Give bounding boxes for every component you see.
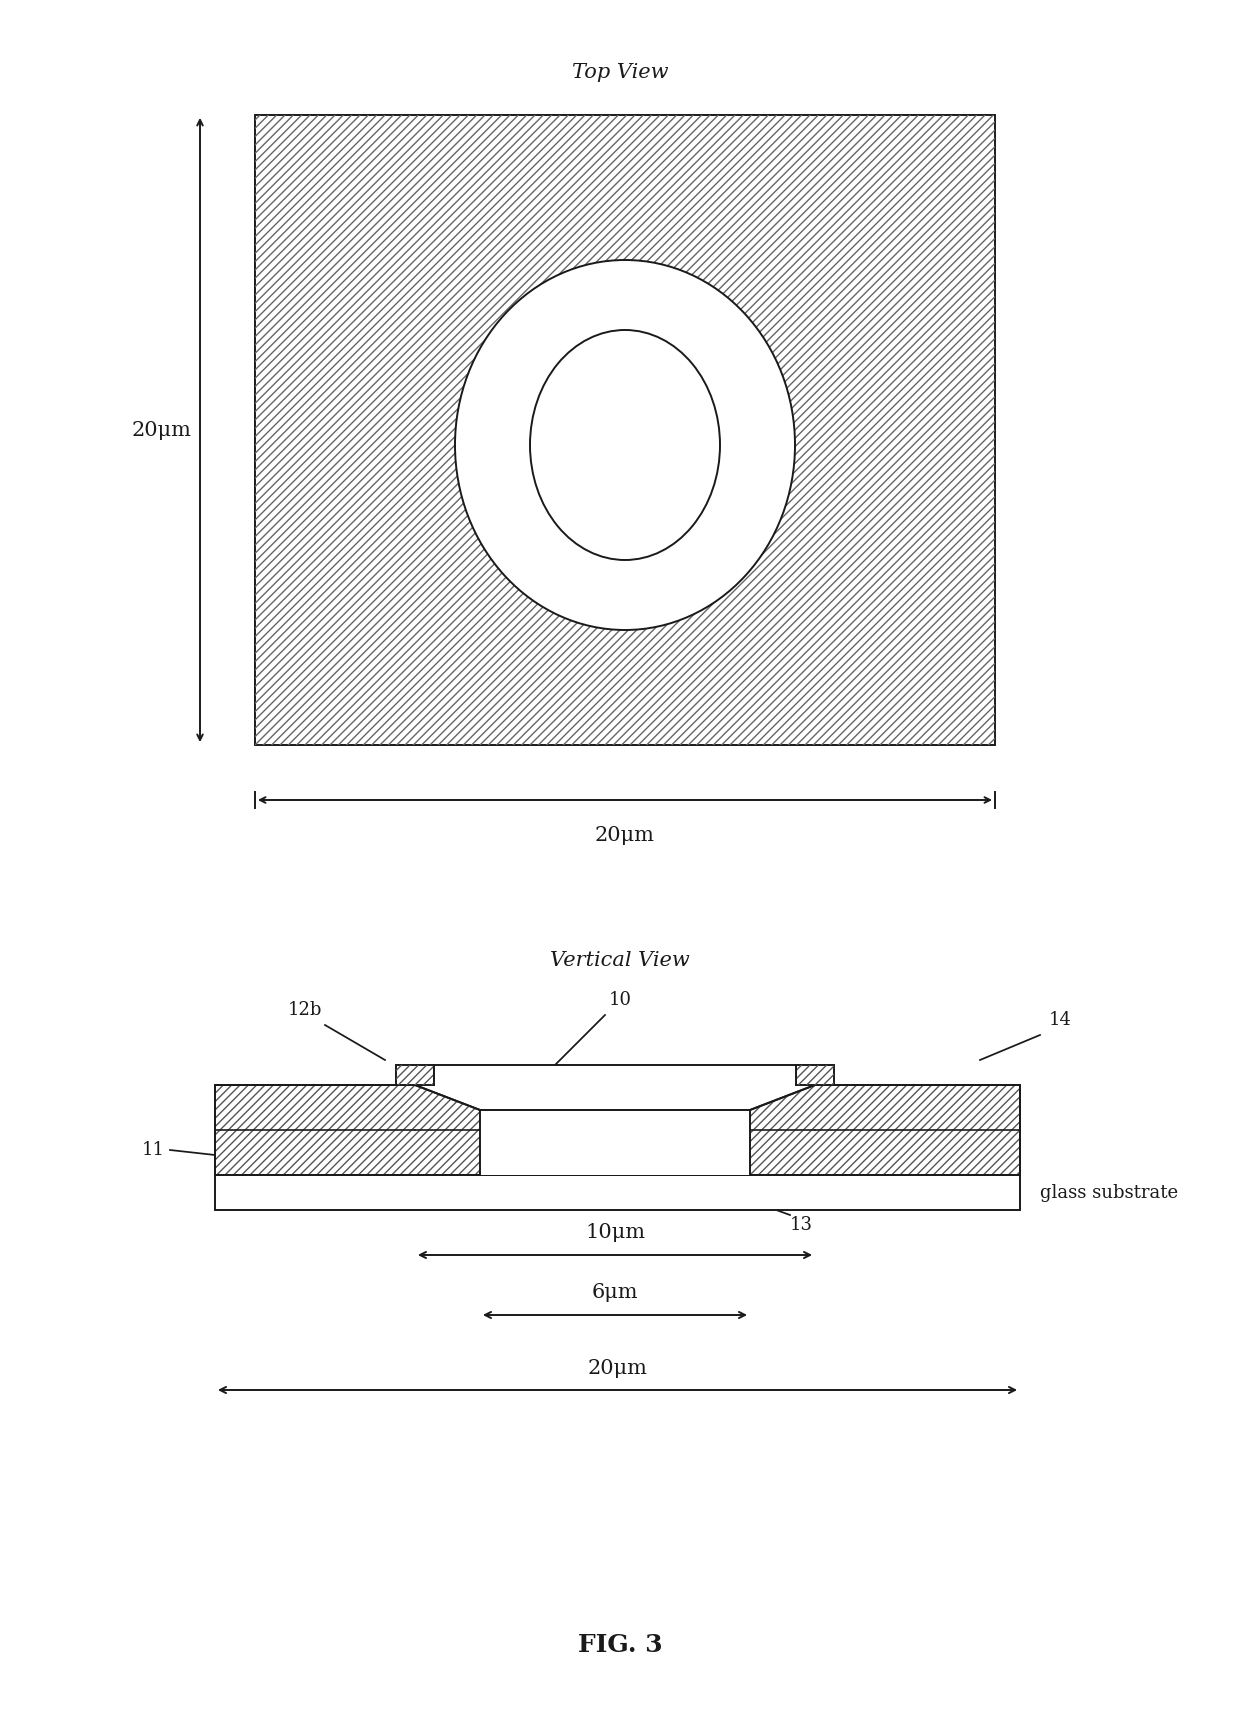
- Ellipse shape: [529, 331, 720, 560]
- Bar: [480, 1111, 750, 1176]
- Text: glass substrate: glass substrate: [1040, 1184, 1178, 1202]
- Bar: [796, 1064, 835, 1085]
- Polygon shape: [215, 1085, 1021, 1176]
- Text: 12b: 12b: [288, 1001, 322, 1020]
- Text: 20μm: 20μm: [595, 826, 655, 845]
- Bar: [396, 1064, 434, 1085]
- Text: 6μm: 6μm: [591, 1284, 639, 1303]
- Bar: [255, 115, 994, 746]
- Text: 10μm: 10μm: [585, 1224, 645, 1243]
- Text: 20μm: 20μm: [131, 420, 192, 439]
- Text: 14: 14: [1049, 1011, 1071, 1028]
- Text: FIG. 3: FIG. 3: [578, 1633, 662, 1657]
- Text: Top View: Top View: [572, 62, 668, 82]
- Text: 12a: 12a: [278, 1087, 311, 1104]
- Text: 20μm: 20μm: [588, 1359, 647, 1378]
- Bar: [796, 1064, 835, 1085]
- Text: 10: 10: [609, 991, 631, 1010]
- Text: 13: 13: [790, 1215, 813, 1234]
- Bar: [434, 1064, 796, 1085]
- Bar: [396, 1064, 434, 1085]
- Bar: [215, 1176, 1021, 1210]
- Text: 11: 11: [143, 1142, 165, 1159]
- Bar: [255, 115, 994, 746]
- Text: Vertical View: Vertical View: [551, 951, 689, 970]
- Ellipse shape: [455, 261, 795, 631]
